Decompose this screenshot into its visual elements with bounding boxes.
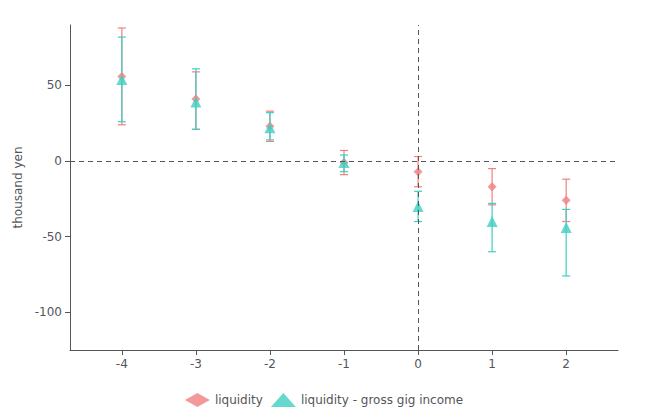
svg-text:-1: -1 bbox=[338, 357, 350, 371]
svg-text:liquidity: liquidity bbox=[215, 393, 263, 407]
svg-text:-3: -3 bbox=[190, 357, 202, 371]
svg-text:-50: -50 bbox=[42, 230, 62, 244]
svg-text:-100: -100 bbox=[35, 305, 62, 319]
svg-text:liquidity - gross gig income: liquidity - gross gig income bbox=[301, 393, 463, 407]
svg-text:2: 2 bbox=[562, 357, 570, 371]
svg-text:50: 50 bbox=[47, 78, 62, 92]
svg-text:-4: -4 bbox=[116, 357, 128, 371]
svg-text:1: 1 bbox=[488, 357, 496, 371]
svg-text:-2: -2 bbox=[264, 357, 276, 371]
svg-text:0: 0 bbox=[54, 154, 62, 168]
svg-text:thousand yen: thousand yen bbox=[11, 147, 25, 229]
svg-text:0: 0 bbox=[414, 357, 422, 371]
